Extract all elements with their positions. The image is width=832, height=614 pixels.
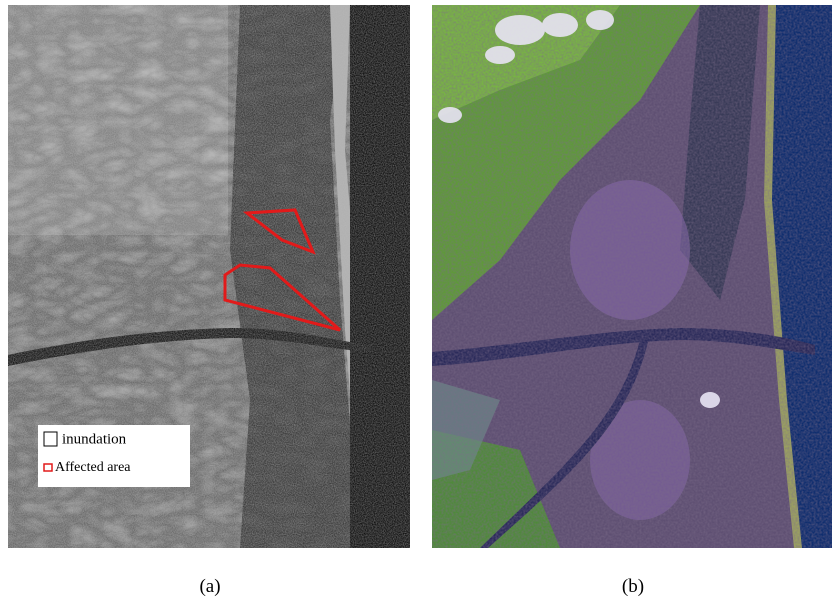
panel-caption: (b) bbox=[622, 576, 644, 597]
panel-caption: (a) bbox=[199, 576, 220, 597]
legend-label: Affected area bbox=[55, 460, 131, 475]
legend-label: inundation bbox=[62, 431, 127, 447]
figure: inundation Affected area (a) (b) bbox=[0, 0, 832, 614]
optical-image bbox=[432, 5, 832, 548]
